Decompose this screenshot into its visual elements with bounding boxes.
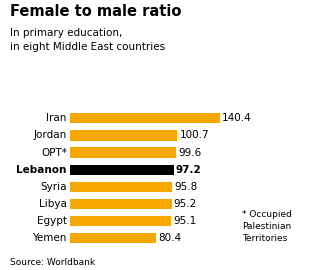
Text: Egypt: Egypt <box>37 216 67 226</box>
Text: 95.8: 95.8 <box>174 182 197 192</box>
Text: Female to male ratio: Female to male ratio <box>10 4 181 19</box>
Text: Lebanon: Lebanon <box>17 165 67 175</box>
Bar <box>70 113 220 123</box>
Text: Yemen: Yemen <box>32 233 67 243</box>
Bar <box>70 164 174 175</box>
Text: 140.4: 140.4 <box>222 113 252 123</box>
Text: 95.2: 95.2 <box>174 199 197 209</box>
Text: Jordan: Jordan <box>33 130 67 140</box>
Text: 80.4: 80.4 <box>158 233 181 243</box>
Text: 100.7: 100.7 <box>180 130 209 140</box>
Text: Libya: Libya <box>39 199 67 209</box>
Bar <box>70 147 176 158</box>
Bar <box>70 216 171 226</box>
Text: OPT*: OPT* <box>41 147 67 157</box>
Text: Source: Worldbank: Source: Worldbank <box>10 258 95 267</box>
Bar <box>70 233 156 243</box>
Text: 97.2: 97.2 <box>176 165 202 175</box>
Text: 99.6: 99.6 <box>178 147 202 157</box>
Bar <box>70 130 177 140</box>
Text: Syria: Syria <box>40 182 67 192</box>
Bar <box>70 182 172 192</box>
Text: In primary education,
in eight Middle East countries: In primary education, in eight Middle Ea… <box>10 28 165 52</box>
Text: * Occupied
Palestinian
Territories: * Occupied Palestinian Territories <box>242 210 292 243</box>
Text: Iran: Iran <box>46 113 67 123</box>
Bar <box>70 199 171 209</box>
Text: 95.1: 95.1 <box>174 216 197 226</box>
